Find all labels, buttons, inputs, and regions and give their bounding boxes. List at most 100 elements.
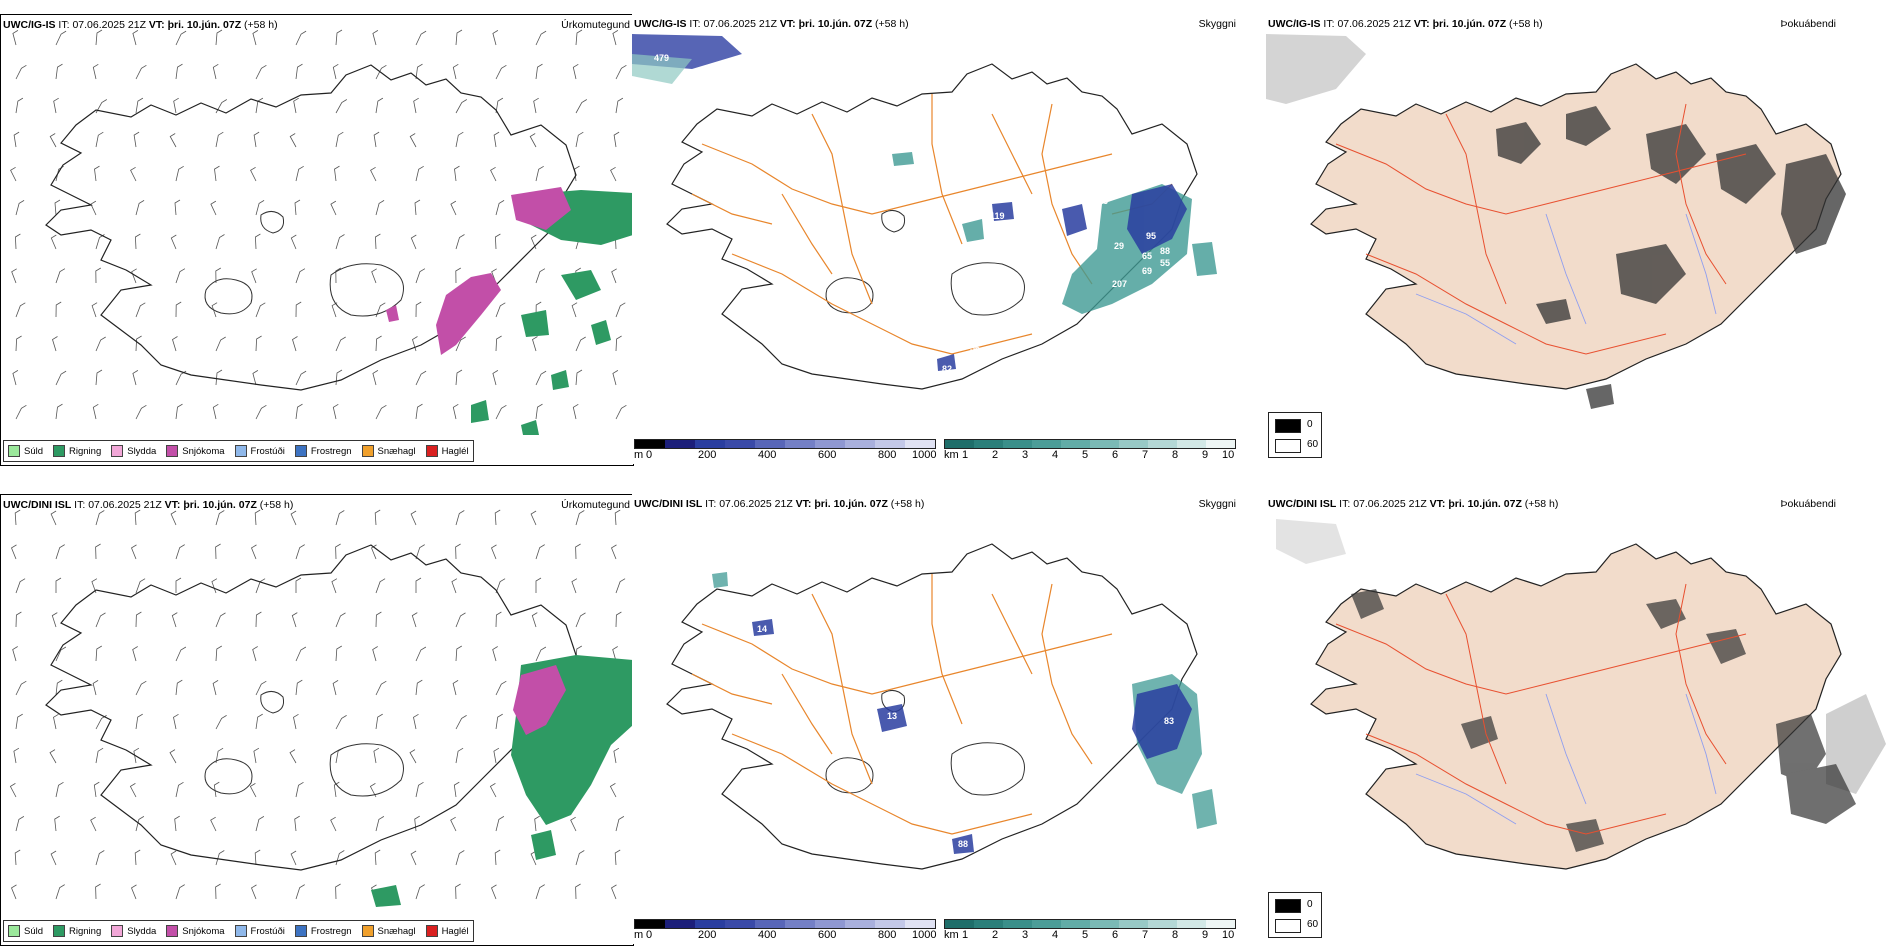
wind-barb — [53, 97, 59, 114]
wind-barb — [572, 63, 579, 80]
wind-barb — [294, 815, 300, 832]
panel-header: UWC/DINI ISL IT: 07.06.2025 21Z VT: þri.… — [1268, 498, 1559, 510]
tick: 6 — [1112, 449, 1119, 461]
wind-barb — [49, 133, 57, 148]
wind-barb — [491, 884, 497, 900]
wind-barb — [375, 302, 386, 318]
wind-barb — [211, 578, 218, 594]
vis-number: 479 — [654, 53, 669, 63]
snow-area — [386, 187, 571, 355]
wind-barb — [135, 200, 145, 216]
legend-snjokoma: Snjókoma — [166, 925, 225, 937]
vis-number: 69 — [1142, 266, 1152, 276]
wind-barb — [613, 747, 620, 764]
wind-barb — [409, 133, 417, 148]
rain-area — [371, 655, 633, 907]
wind-barb — [575, 850, 585, 866]
wind-barb — [454, 165, 460, 182]
wind-barb — [372, 646, 378, 662]
wind-barb — [415, 884, 425, 900]
wind-barb — [213, 781, 220, 798]
precip-type-panel-bottom: UWC/DINI ISL IT: 07.06.2025 21Z VT: þri.… — [0, 494, 634, 946]
vis-number: 83 — [1164, 716, 1174, 726]
wind-barb — [95, 369, 103, 386]
fog-panel-top: UWC/IG-IS IT: 07.06.2025 21Z VT: þri. 10… — [1266, 14, 1896, 464]
wind-barb — [91, 302, 98, 318]
wind-barb — [295, 679, 303, 696]
wind-barb — [169, 749, 177, 764]
fog-legend: 0 60 — [1268, 412, 1322, 458]
wind-barb — [452, 63, 459, 80]
wind-barb — [535, 268, 546, 284]
wind-barb — [374, 849, 381, 866]
tick: 1 — [962, 929, 969, 941]
wind-barb — [131, 268, 137, 284]
wind-barb — [575, 612, 586, 628]
vis-number: 56 — [970, 343, 980, 353]
wind-barb — [175, 30, 187, 46]
wind-barb — [255, 611, 262, 628]
wind-barb — [455, 510, 465, 526]
legend-frostregn: Frostregn — [294, 445, 352, 457]
wind-barb — [615, 97, 624, 114]
wind-barb — [215, 336, 226, 352]
fog-legend-black: 0 — [1307, 419, 1313, 430]
wind-barb — [55, 781, 64, 798]
legend-haglel: Haglél — [425, 925, 469, 937]
vis-number: 14 — [757, 624, 767, 634]
wind-barb — [490, 166, 497, 182]
wind-barbs — [9, 509, 627, 900]
wind-barb — [492, 370, 499, 386]
wind-barb — [15, 302, 26, 318]
precip-legend: Súld Rigning Slydda Snjókoma Frostúði Fr… — [3, 920, 474, 942]
wind-barb — [255, 302, 266, 318]
wind-barb — [12, 30, 19, 46]
vis-number: 76 — [1098, 196, 1108, 206]
wind-barb — [169, 133, 177, 148]
wind-barb — [95, 99, 108, 114]
wind-barb — [455, 131, 464, 148]
wind-barb — [455, 29, 463, 46]
wind-barb — [92, 680, 99, 696]
wind-barb — [333, 781, 340, 798]
wind-barb — [174, 199, 181, 216]
vis-number: 42 — [982, 698, 992, 708]
wind-barb — [212, 403, 219, 420]
panel-header: UWC/IG-IS IT: 07.06.2025 21Z VT: þri. 10… — [3, 19, 278, 31]
tick: 0 — [646, 449, 653, 461]
panel-header: UWC/IG-IS IT: 07.06.2025 21Z VT: þri. 10… — [634, 18, 909, 30]
wind-barb — [533, 97, 539, 114]
visibility-panel-top: UWC/IG-IS IT: 07.06.2025 21Z VT: þri. 10… — [632, 14, 1242, 464]
wind-barb — [252, 646, 258, 662]
wind-barb — [372, 30, 379, 46]
wind-barb — [495, 97, 504, 114]
tick: 8 — [1172, 929, 1179, 941]
wind-barb — [411, 612, 418, 628]
vis-number: 110 — [1072, 239, 1087, 249]
wind-barb — [95, 336, 106, 352]
tick: 400 — [758, 929, 777, 941]
wind-barb — [95, 510, 105, 526]
wind-barb — [295, 268, 306, 284]
vis-number: 55 — [1160, 258, 1170, 268]
wind-barb — [414, 815, 420, 832]
wind-barb — [50, 510, 57, 526]
wind-barb — [133, 747, 140, 764]
wind-barb — [15, 97, 24, 114]
wind-barb — [12, 646, 18, 662]
cloudbase-colorbar: m 0 200 400 600 800 1000 — [634, 439, 942, 463]
wind-barb — [455, 369, 463, 386]
wind-barb — [335, 612, 346, 628]
wind-barb — [173, 713, 179, 730]
road-network — [691, 574, 1113, 835]
wind-barb — [255, 404, 267, 420]
wind-barb — [335, 747, 344, 764]
wind-barb — [415, 30, 427, 46]
wind-barb — [455, 612, 466, 628]
wind-barb — [575, 29, 583, 46]
vis-number: 63 — [1156, 284, 1166, 294]
wind-barb — [135, 302, 146, 318]
precip-legend: Súld Rigning Slydda Snjókoma Frostúði Fr… — [3, 440, 474, 462]
wind-barb — [210, 200, 217, 216]
wind-barb — [129, 783, 137, 798]
